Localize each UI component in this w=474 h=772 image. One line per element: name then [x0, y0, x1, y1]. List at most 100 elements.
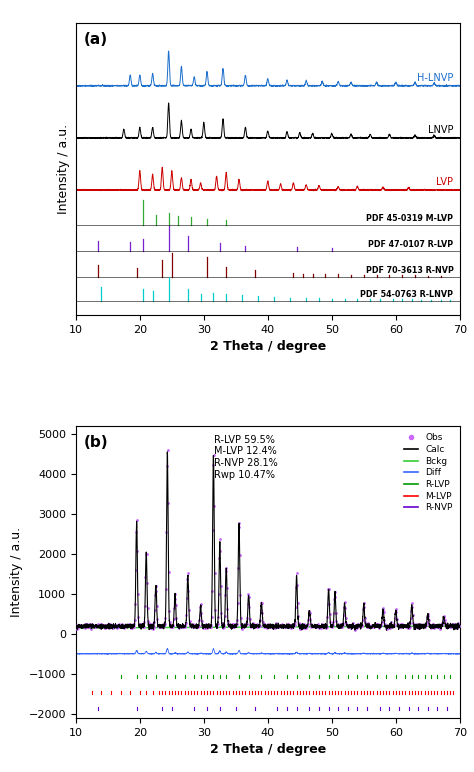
Obs [132, 526, 140, 538]
Obs [205, 620, 213, 632]
Obs [273, 621, 281, 634]
Obs [102, 620, 109, 632]
Obs [306, 605, 313, 618]
Obs [438, 620, 445, 632]
Obs [260, 618, 267, 631]
Obs [355, 619, 362, 631]
Obs [447, 621, 454, 633]
Obs [191, 620, 198, 632]
Obs [82, 620, 90, 632]
Obs [388, 616, 395, 628]
Obs [122, 620, 130, 632]
Obs [403, 619, 410, 631]
Obs [97, 618, 105, 630]
Obs [269, 618, 276, 631]
Obs [333, 615, 340, 627]
Obs [185, 604, 193, 616]
Obs [202, 618, 210, 630]
Obs [79, 620, 87, 632]
Diff [73, 649, 79, 659]
Obs [395, 621, 403, 633]
Obs [448, 618, 456, 631]
Obs [199, 619, 206, 631]
Obs [364, 618, 372, 630]
Obs [297, 618, 305, 631]
Obs [200, 621, 208, 633]
Calc [408, 607, 414, 616]
Obs [95, 618, 102, 631]
Obs [332, 607, 340, 619]
Obs [144, 615, 152, 627]
Obs [299, 618, 307, 631]
Obs [267, 620, 275, 632]
Obs [397, 621, 405, 633]
Obs [76, 619, 84, 631]
Obs [112, 620, 120, 632]
Obs [218, 617, 226, 629]
Obs [335, 619, 342, 631]
Obs [211, 604, 219, 617]
Obs [312, 619, 320, 631]
Obs [379, 602, 387, 615]
Obs [226, 620, 234, 632]
Obs [274, 621, 282, 634]
Obs [208, 585, 216, 598]
Obs [348, 620, 356, 632]
Obs [362, 618, 369, 631]
Y-axis label: Intensity / a.u.: Intensity / a.u. [10, 527, 23, 617]
Obs [284, 618, 292, 631]
Obs [261, 621, 269, 633]
Obs [159, 620, 167, 632]
Obs [146, 621, 154, 634]
Obs [339, 619, 347, 631]
Obs [371, 619, 378, 631]
Obs [97, 619, 104, 631]
Obs [80, 619, 88, 631]
Obs [450, 618, 458, 631]
Obs [195, 614, 203, 626]
Obs [372, 620, 379, 632]
Obs [123, 619, 131, 631]
Obs [296, 622, 304, 635]
Obs [356, 621, 364, 633]
Obs [382, 619, 389, 631]
Obs [206, 621, 213, 633]
Obs [172, 588, 179, 601]
Obs [255, 621, 262, 633]
Obs [195, 620, 202, 632]
Obs [416, 620, 424, 632]
Obs [110, 619, 118, 631]
Obs [393, 613, 401, 625]
Obs [172, 598, 180, 611]
Obs [301, 618, 308, 630]
Obs [326, 608, 334, 621]
Obs [262, 619, 270, 631]
Obs [246, 619, 254, 631]
Obs [173, 619, 181, 631]
Obs [444, 620, 451, 632]
Obs [241, 619, 249, 631]
Obs [240, 618, 248, 631]
Obs [110, 621, 118, 633]
Obs [168, 621, 176, 633]
Obs [226, 619, 233, 631]
Obs [243, 618, 251, 631]
Obs [375, 621, 383, 634]
Obs [147, 618, 155, 631]
Obs [180, 621, 187, 634]
Obs [404, 621, 412, 634]
Obs [102, 619, 110, 631]
Obs [106, 618, 114, 630]
Obs [135, 618, 143, 631]
Obs [388, 620, 396, 632]
Obs [180, 621, 188, 633]
Obs [367, 621, 375, 633]
Obs [455, 620, 463, 632]
Obs [126, 619, 133, 631]
Obs [428, 621, 436, 634]
Text: PDF 45-0319 M-LVP: PDF 45-0319 M-LVP [366, 214, 453, 223]
Obs [74, 621, 82, 634]
Bckg [237, 622, 243, 631]
Obs [309, 620, 316, 632]
Obs [309, 620, 317, 632]
